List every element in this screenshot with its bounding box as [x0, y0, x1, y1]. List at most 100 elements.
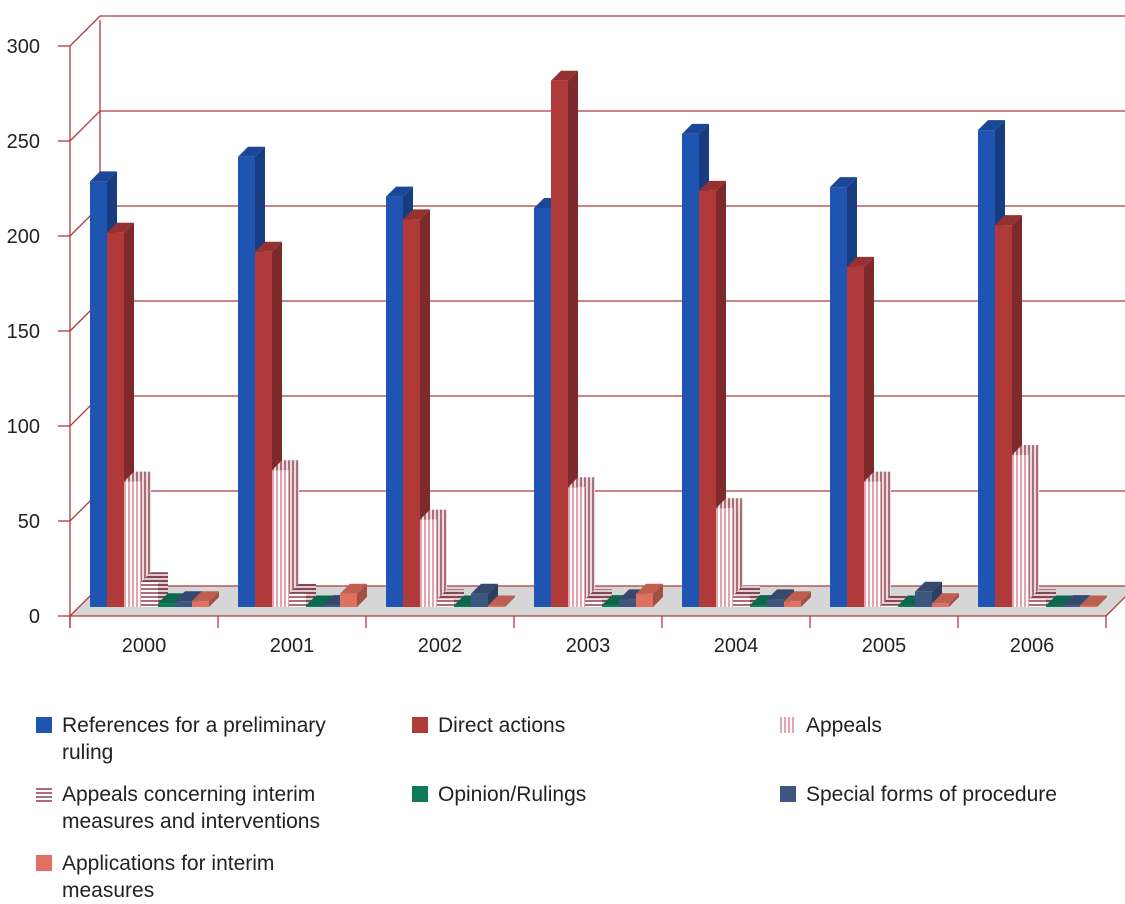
bar-front: [306, 605, 323, 607]
gridline: [69, 395, 1125, 427]
bar-front: [175, 601, 192, 607]
legend-swatch: [36, 786, 52, 802]
bar-front: [90, 181, 107, 607]
gridline: [69, 15, 1125, 47]
bar-top: [830, 177, 857, 188]
bar-top: [192, 591, 219, 602]
y-tick-label: 200: [7, 226, 40, 248]
bar-top: [488, 595, 515, 606]
bar-top: [568, 477, 595, 488]
gridline: [69, 205, 1125, 237]
bar: [488, 595, 515, 607]
bar-top: [1080, 595, 1107, 606]
y-tick-label: 150: [7, 321, 40, 343]
legend-swatch: [412, 786, 428, 802]
bar-top: [289, 583, 316, 594]
bar-top: [915, 581, 942, 592]
legend-label: Opinion/Rulings: [438, 783, 587, 806]
bar-front: [141, 582, 158, 607]
bar-side: [357, 583, 367, 607]
y-tick-label: 0: [29, 606, 40, 628]
gridline: [69, 490, 1125, 522]
legend-item: Opinion/Rulings: [412, 781, 722, 808]
bar-front: [847, 266, 864, 607]
legend-item: Direct actions: [412, 712, 722, 739]
bar-top: [978, 120, 1005, 131]
bar-top: [995, 215, 1022, 226]
bar-front: [619, 599, 636, 607]
bar-front: [830, 187, 847, 607]
bar-top: [158, 593, 185, 604]
gridlines: [69, 15, 1125, 617]
x-tick-label: 2003: [566, 635, 611, 657]
bar-front: [1080, 605, 1097, 607]
bar: [784, 591, 811, 607]
legend-label: Appeals concerning interim measures and …: [62, 783, 320, 833]
bar-side: [141, 471, 151, 607]
bar-side: [750, 585, 760, 607]
bar-front: [699, 190, 716, 607]
bar-front: [1029, 599, 1046, 607]
bar-top: [733, 585, 760, 596]
bar: [864, 471, 891, 607]
bar-top: [437, 589, 464, 600]
bar-front: [733, 595, 750, 607]
bar-side: [733, 498, 743, 607]
bar-top: [386, 186, 413, 197]
legend-label: Direct actions: [438, 714, 566, 737]
bar-front: [488, 605, 505, 607]
bar: [551, 70, 578, 607]
bar-side: [505, 595, 515, 607]
bar-top: [90, 171, 117, 182]
bar-side: [289, 460, 299, 607]
bar-front: [192, 601, 209, 607]
legend-label: Applications for interim measures: [62, 852, 275, 902]
bar: [568, 477, 595, 607]
legend-swatch: [780, 717, 796, 733]
bar-front: [471, 593, 488, 607]
legend-item: Special forms of procedure: [780, 781, 1120, 808]
bar: [403, 209, 430, 607]
bar-top: [1029, 589, 1056, 600]
bar-top: [1063, 595, 1090, 606]
legend-item: References for a preliminary ruling: [36, 712, 346, 766]
bar-front: [750, 605, 767, 607]
bars: [90, 70, 1107, 608]
bar-front: [420, 519, 437, 607]
bar-top: [141, 572, 168, 583]
bar-front: [289, 593, 306, 607]
legend-label: References for a preliminary ruling: [62, 714, 326, 764]
legend-swatch: [780, 786, 796, 802]
bar: [471, 583, 498, 607]
bar: [716, 498, 743, 607]
bar-front: [784, 601, 801, 607]
bar-side: [1029, 445, 1039, 607]
bar-front: [454, 605, 471, 607]
bar-front: [158, 603, 175, 607]
bar: [1012, 445, 1039, 607]
bar-side: [1097, 595, 1107, 607]
bar-front: [915, 591, 932, 607]
bar: [437, 589, 464, 607]
bar-front: [124, 481, 141, 607]
bar: [272, 460, 299, 607]
bar-front: [255, 251, 272, 607]
bar-side: [306, 583, 316, 607]
legend-item: Appeals: [780, 712, 1120, 739]
legend-label: Appeals: [806, 714, 882, 737]
bar-top: [238, 146, 265, 157]
legend-swatch: [36, 717, 52, 733]
x-tick-label: 2006: [1010, 635, 1055, 657]
bar: [289, 583, 316, 607]
bar-top: [175, 591, 202, 602]
bar-front: [682, 133, 699, 607]
bar: [636, 583, 663, 607]
bar-top: [881, 595, 908, 606]
y-tick-label: 50: [18, 511, 40, 533]
bar-front: [534, 208, 551, 607]
bar-front: [551, 80, 568, 607]
bar: [124, 471, 151, 607]
bar-front: [1012, 455, 1029, 607]
x-tick-label: 2001: [270, 635, 315, 657]
bar-front: [1063, 605, 1080, 607]
